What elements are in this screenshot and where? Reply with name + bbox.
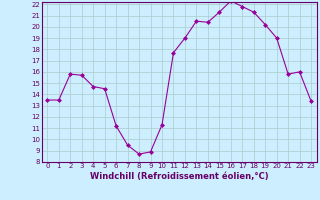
X-axis label: Windchill (Refroidissement éolien,°C): Windchill (Refroidissement éolien,°C) bbox=[90, 172, 268, 181]
